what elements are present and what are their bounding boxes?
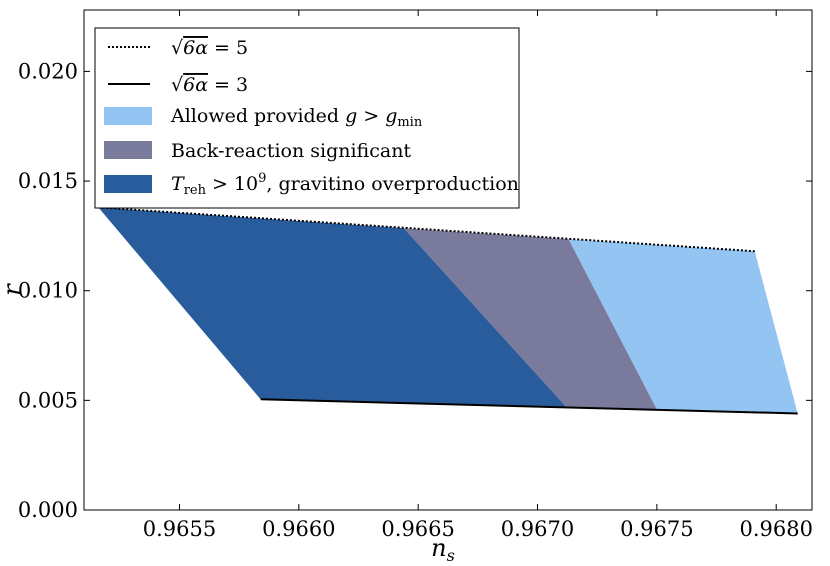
legend-entry-allowed: Allowed provided g > gmin	[104, 105, 423, 130]
x-tick-label: 0.9665	[381, 517, 454, 541]
sqrt-icon: √	[171, 37, 184, 59]
legend-entry-solid: √6α = 3	[108, 74, 248, 96]
y-tick-label: 0.020	[18, 59, 78, 83]
y-tick-label: 0.005	[18, 388, 78, 412]
legend-swatch-allowed	[104, 107, 152, 125]
x-tick-label: 0.9655	[143, 517, 216, 541]
x-tick-label: 0.9670	[501, 517, 574, 541]
legend-label-dotted: √6α = 5	[171, 37, 248, 59]
region-2	[98, 207, 567, 407]
legend-entry-dotted: √6α = 5	[108, 37, 248, 59]
legend-entry-backreaction: Back-reaction significant	[104, 140, 411, 162]
legend-box	[94, 27, 520, 209]
y-axis: 0.000 0.005 0.010 0.015 0.020	[18, 59, 812, 522]
region-0	[568, 239, 798, 414]
series-lines	[98, 206, 798, 415]
x-axis-label: ns	[431, 534, 455, 565]
regions	[98, 207, 798, 414]
y-tick-label: 0.000	[18, 498, 78, 522]
legend-swatch-backreaction	[104, 141, 152, 159]
y-tick-label: 0.010	[18, 279, 78, 303]
series-line-solid	[260, 398, 798, 415]
sqrt-icon: √	[171, 74, 184, 96]
x-tick-label: 0.9675	[620, 517, 693, 541]
legend-label-allowed: Allowed provided g > gmin	[170, 105, 423, 130]
legend-entry-gravitino: Treh > 109, gravitino overproduction	[104, 171, 519, 198]
region-1	[403, 228, 657, 410]
y-axis-label: r	[0, 283, 26, 296]
plot-frame	[83, 9, 813, 511]
y-tick-label: 0.015	[18, 169, 78, 193]
x-axis: 0.9655 0.9660 0.9665 0.9670 0.9675 0.9680	[143, 10, 813, 541]
legend-label-backreaction: Back-reaction significant	[171, 140, 411, 162]
x-tick-label: 0.9680	[739, 517, 812, 541]
legend-swatch-gravitino	[104, 175, 152, 193]
series-line-dotted	[98, 206, 755, 253]
x-tick-label: 0.9660	[262, 517, 335, 541]
legend-label-solid: √6α = 3	[171, 74, 248, 96]
legend-label-gravitino: Treh > 109, gravitino overproduction	[171, 171, 519, 198]
legend: √6α = 5 √6α = 3 Allowed provided g > gmin Bac…	[94, 27, 520, 209]
